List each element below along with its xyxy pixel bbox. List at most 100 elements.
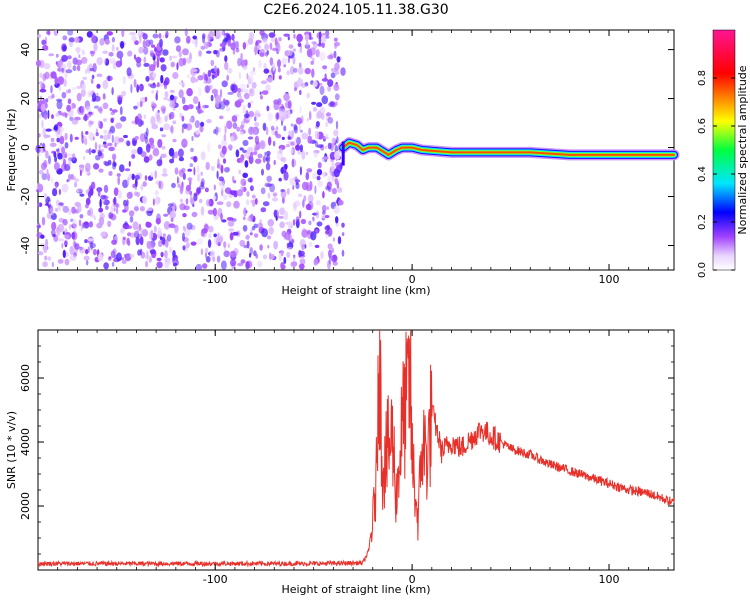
noise-blob	[325, 112, 332, 117]
noise-blob	[189, 163, 194, 168]
noise-blob	[321, 95, 329, 105]
noise-blob	[54, 76, 58, 86]
noise-blob	[287, 110, 291, 118]
noise-blob	[141, 229, 148, 237]
noise-blob	[178, 169, 185, 177]
noise-blob	[204, 85, 211, 94]
noise-blob	[185, 123, 193, 131]
noise-blob	[155, 92, 158, 101]
noise-blob	[68, 37, 75, 43]
noise-blob	[204, 73, 208, 83]
noise-blob	[37, 183, 44, 193]
noise-blob	[314, 130, 320, 140]
noise-blob	[50, 137, 55, 143]
noise-blob	[239, 95, 243, 100]
noise-blob	[133, 105, 138, 110]
noise-blob	[108, 52, 114, 57]
noise-blob	[111, 44, 115, 52]
noise-blob	[150, 144, 155, 149]
noise-blob	[298, 250, 305, 256]
noise-blob	[44, 255, 48, 261]
noise-blob	[334, 93, 340, 101]
noise-blob	[66, 89, 69, 94]
noise-blob	[315, 49, 320, 58]
noise-blob	[71, 153, 76, 162]
noise-blob	[140, 151, 147, 158]
noise-blob	[144, 136, 148, 144]
noise-blob	[292, 205, 298, 212]
noise-blob	[184, 28, 188, 37]
noise-blob	[81, 49, 85, 56]
noise-blob	[301, 132, 309, 140]
noise-blob	[211, 84, 214, 89]
noise-blob	[264, 43, 269, 51]
noise-blob	[283, 125, 287, 132]
noise-blob	[120, 227, 125, 233]
noise-blob	[247, 37, 254, 45]
colorbar-gradient	[712, 29, 736, 271]
noise-blob	[243, 245, 248, 249]
noise-blob	[290, 141, 295, 146]
noise-blob	[55, 112, 60, 118]
noise-blob	[67, 60, 72, 69]
noise-blob	[304, 33, 309, 42]
noise-blob	[207, 70, 212, 78]
noise-blob	[243, 207, 247, 217]
noise-blob	[68, 173, 71, 182]
noise-blob	[93, 216, 97, 220]
noise-blob	[132, 221, 139, 231]
noise-blob	[211, 74, 215, 80]
noise-blob	[246, 84, 249, 88]
noise-blob	[113, 136, 121, 145]
noise-blob	[117, 176, 121, 186]
noise-blob	[325, 121, 328, 128]
noise-blob	[203, 224, 209, 231]
noise-blob	[56, 53, 59, 58]
noise-blob	[66, 104, 71, 112]
y-tick-label: -40	[19, 237, 32, 255]
y-tick-label: 6000	[19, 364, 32, 392]
noise-blob	[265, 84, 271, 92]
noise-blob	[287, 36, 290, 41]
noise-blob	[124, 168, 131, 172]
noise-blob	[311, 101, 317, 105]
x-tick-label: -100	[203, 273, 228, 286]
noise-blob	[291, 129, 294, 139]
noise-blob	[61, 242, 64, 249]
noise-blob	[195, 263, 203, 271]
noise-blob	[292, 185, 295, 190]
noise-blob	[325, 185, 331, 191]
noise-blob	[272, 47, 279, 52]
noise-blob	[142, 40, 146, 48]
noise-blob	[254, 116, 257, 122]
snr-axes: -100 0 100 2000 4000 6000	[19, 329, 674, 586]
noise-blob	[218, 176, 224, 182]
noise-blob	[185, 57, 192, 64]
noise-blob	[162, 35, 165, 39]
noise-blob	[131, 149, 138, 155]
noise-blob	[327, 79, 334, 87]
noise-blob	[274, 130, 278, 136]
noise-blob	[306, 168, 313, 173]
noise-blob	[249, 88, 255, 97]
noise-blob	[52, 233, 56, 238]
noise-blob	[142, 33, 148, 40]
noise-blob	[97, 253, 104, 262]
noise-blob	[288, 44, 294, 49]
noise-blob	[165, 34, 168, 39]
noise-blob	[111, 153, 117, 161]
noise-blob	[209, 84, 212, 90]
noise-blob	[240, 259, 246, 264]
noise-blob	[158, 181, 161, 189]
noise-blob	[308, 127, 311, 136]
noise-blob	[162, 168, 167, 174]
noise-blob	[102, 50, 109, 54]
noise-blob	[115, 60, 122, 68]
noise-blob	[58, 85, 62, 91]
noise-blob	[41, 119, 44, 129]
noise-blob	[169, 89, 175, 94]
noise-blob	[335, 120, 339, 130]
noise-blob	[227, 220, 235, 227]
noise-blob	[61, 91, 67, 99]
noise-blob	[142, 181, 147, 187]
